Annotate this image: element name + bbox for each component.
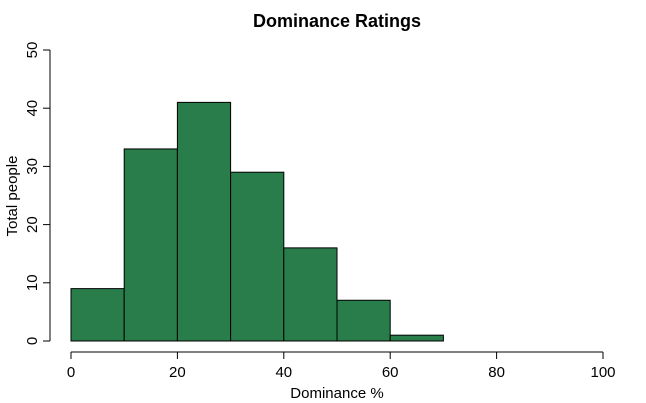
x-tick-label-20: 20	[169, 364, 186, 381]
x-tick-label-0: 0	[67, 364, 75, 381]
histogram-bar-10-20	[123, 148, 178, 342]
x-tick-label-80: 80	[488, 364, 505, 381]
y-tick-label-0: 0	[24, 337, 41, 345]
x-tick-label-100: 100	[590, 364, 615, 381]
x-axis-label: Dominance %	[290, 385, 383, 402]
y-tick-label-40: 40	[24, 100, 41, 117]
x-tick-label-40: 40	[275, 364, 292, 381]
y-axis: 0 10 20 30 40 50	[24, 42, 51, 345]
bars-group	[70, 101, 444, 342]
x-tick-label-60: 60	[382, 364, 399, 381]
y-tick-label-30: 30	[24, 158, 41, 175]
histogram-bar-40-50	[283, 247, 338, 342]
y-tick-label-50: 50	[24, 42, 41, 59]
y-tick-label-20: 20	[24, 216, 41, 233]
y-tick-label-10: 10	[24, 274, 41, 291]
x-axis: 0 20 40 60 80 100	[67, 351, 616, 381]
y-axis-label: Total people	[4, 156, 21, 237]
histogram-bar-30-40	[230, 171, 285, 342]
histogram-bar-60-70	[389, 334, 444, 342]
chart-title: Dominance Ratings	[253, 11, 421, 31]
histogram-bar-20-30	[176, 101, 232, 342]
histogram-bar-0-10	[70, 288, 125, 342]
histogram-bar-50-60	[336, 299, 391, 342]
